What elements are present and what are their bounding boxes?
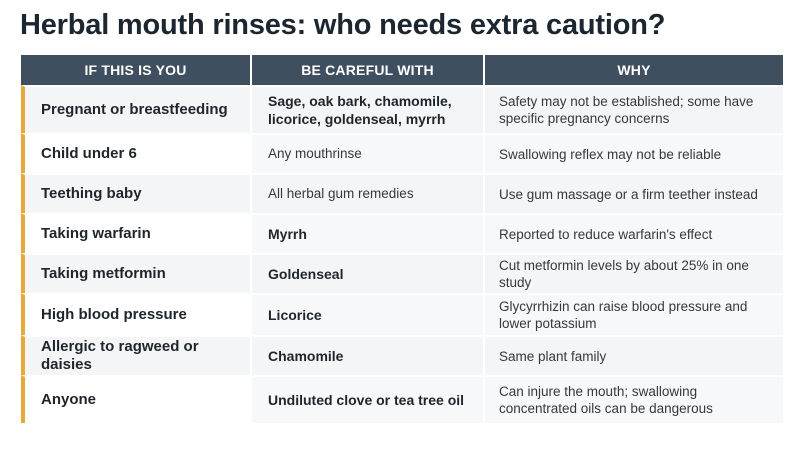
cell-who: Taking warfarin	[21, 213, 250, 253]
cell-careful: Undiluted clove or tea tree oil	[250, 375, 483, 423]
cell-who: Anyone	[21, 375, 250, 423]
caution-table: IF THIS IS YOU BE CAREFUL WITH WHY Pregn…	[21, 55, 783, 423]
cell-who: Allergic to ragweed or daisies	[21, 335, 250, 375]
cell-why: Cut metformin levels by about 25% in one…	[483, 253, 783, 293]
cell-why: Glycyrrhizin can raise blood pressure an…	[483, 293, 783, 335]
column-header-careful: BE CAREFUL WITH	[250, 55, 483, 85]
cell-who: Child under 6	[21, 133, 250, 173]
cell-careful: All herbal gum remedies	[250, 173, 483, 213]
cell-who: Pregnant or breastfeeding	[21, 85, 250, 133]
cell-careful: Sage, oak bark, chamomile, licorice, gol…	[250, 85, 483, 133]
column-header-why: WHY	[483, 55, 783, 85]
cell-who: Taking metformin	[21, 253, 250, 293]
page-title: Herbal mouth rinses: who needs extra cau…	[20, 9, 666, 41]
cell-why: Use gum massage or a firm teether instea…	[483, 173, 783, 213]
cell-why: Swallowing reflex may not be reliable	[483, 133, 783, 173]
cell-who: High blood pressure	[21, 293, 250, 335]
cell-why: Safety may not be established; some have…	[483, 85, 783, 133]
column-header-who: IF THIS IS YOU	[21, 55, 250, 85]
cell-why: Reported to reduce warfarin's effect	[483, 213, 783, 253]
cell-careful: Licorice	[250, 293, 483, 335]
cell-why: Can injure the mouth; swallowing concent…	[483, 375, 783, 423]
cell-careful: Myrrh	[250, 213, 483, 253]
cell-who: Teething baby	[21, 173, 250, 213]
cell-careful: Chamomile	[250, 335, 483, 375]
cell-why: Same plant family	[483, 335, 783, 375]
cell-careful: Goldenseal	[250, 253, 483, 293]
cell-careful: Any mouthrinse	[250, 133, 483, 173]
